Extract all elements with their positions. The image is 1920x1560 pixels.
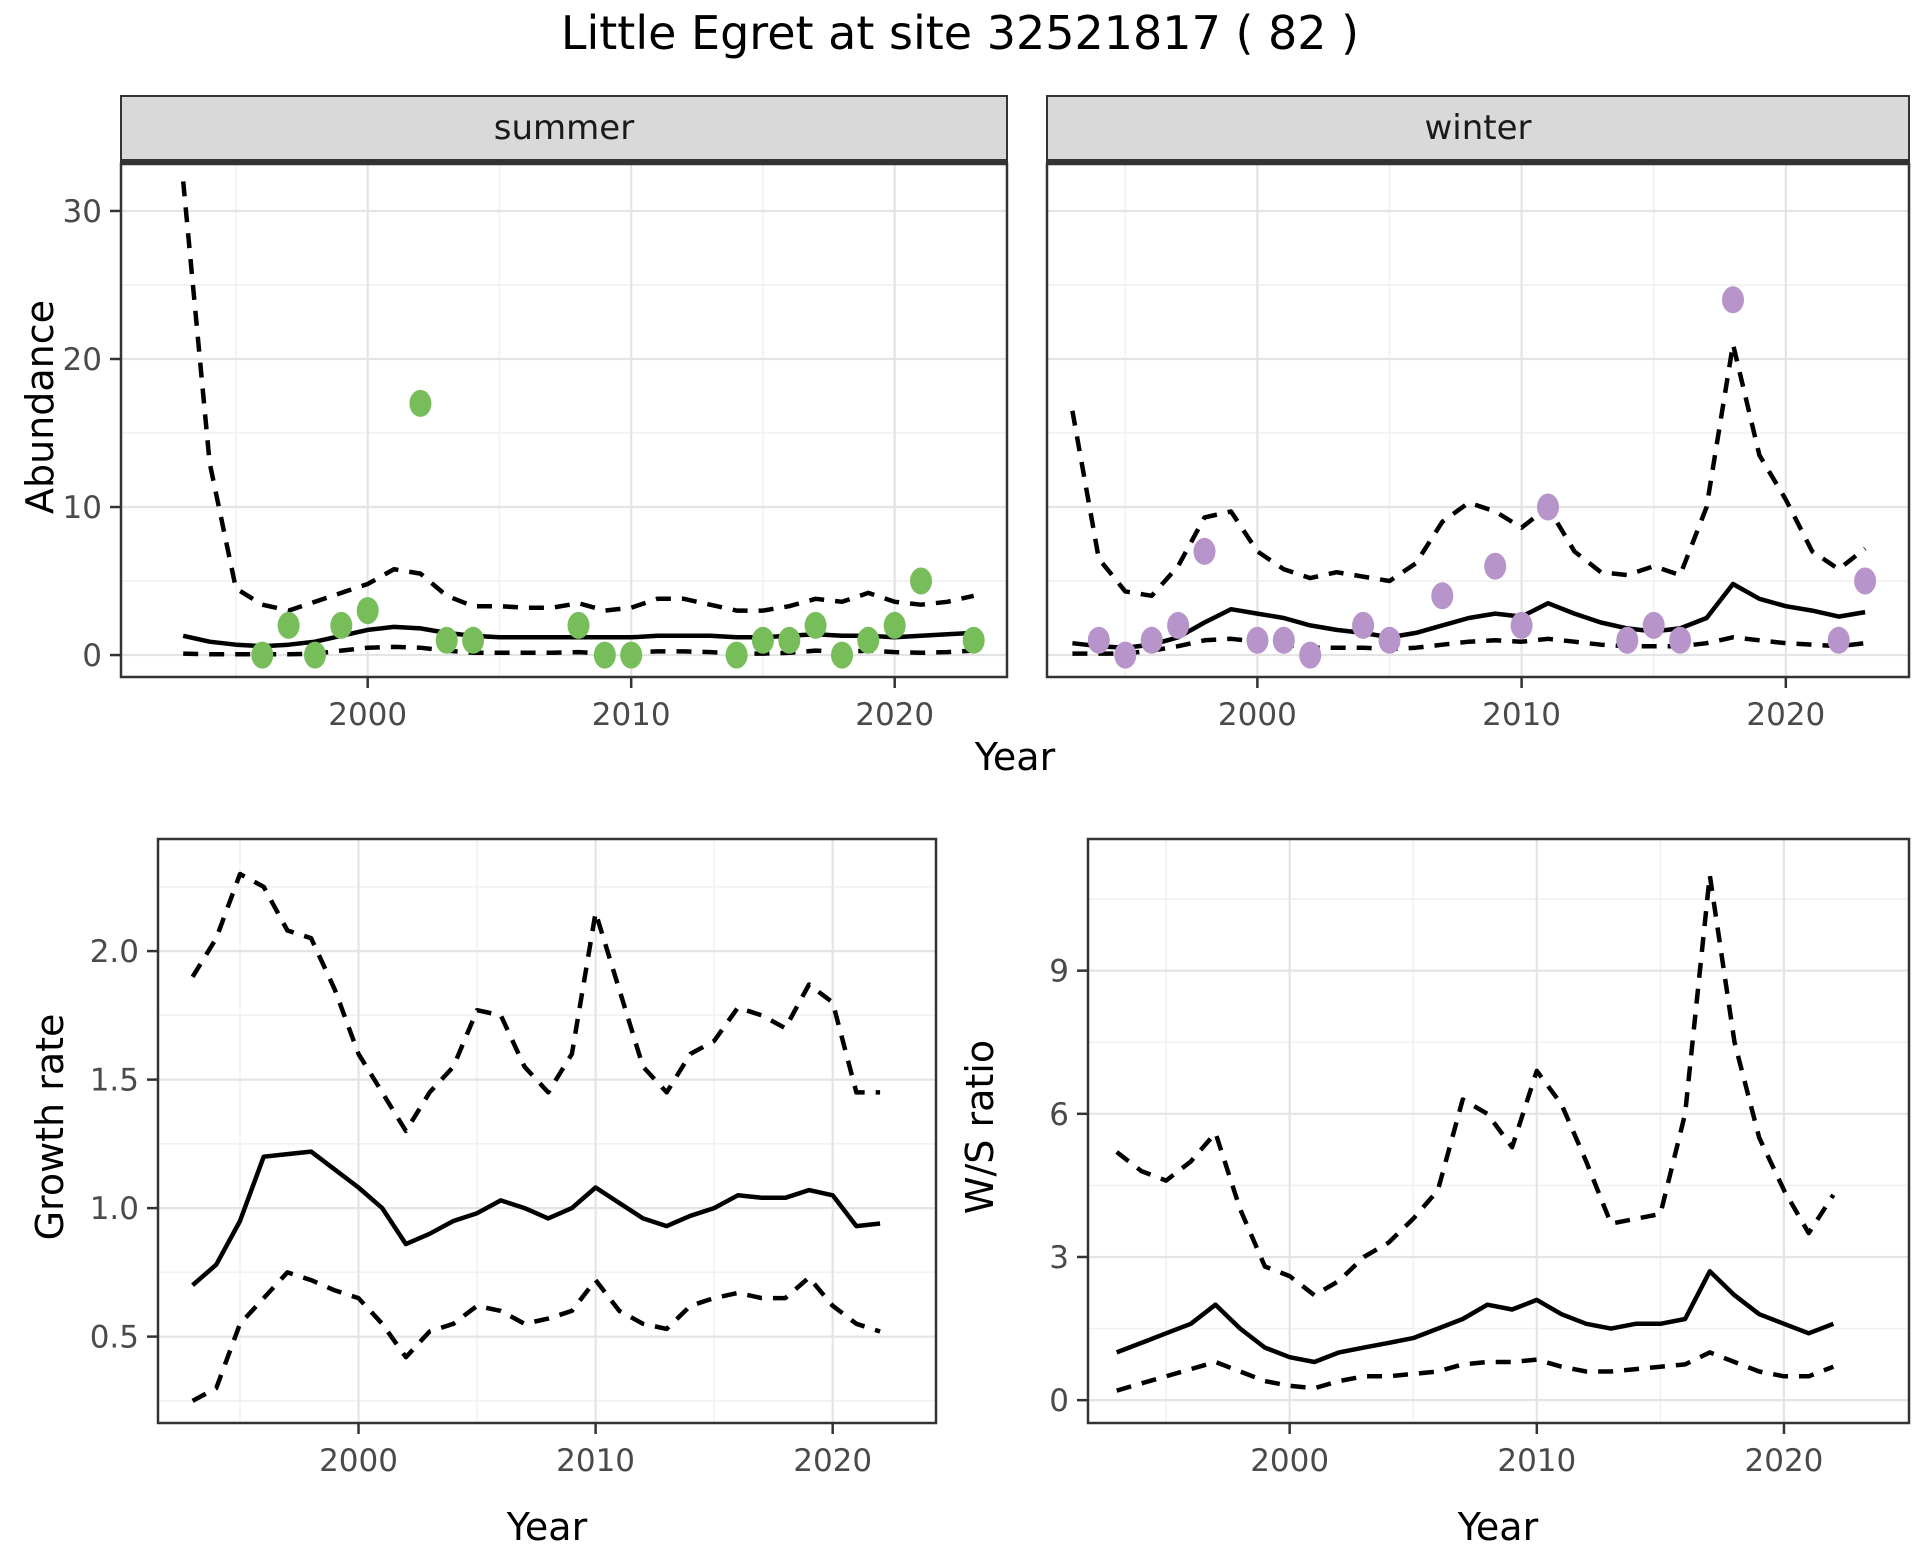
observed-abundance-winter-point bbox=[1193, 537, 1216, 565]
y-axis-title-ws-ratio: W/S ratio bbox=[958, 1039, 1002, 1215]
x-axis-title-ws: Year bbox=[1457, 1505, 1539, 1549]
facet-strip-winter-label: winter bbox=[1424, 108, 1532, 148]
observed-abundance-winter-point bbox=[1854, 567, 1877, 595]
winter-x-tick-label: 2010 bbox=[1482, 697, 1561, 733]
summer-upper-ci-line bbox=[180, 181, 975, 613]
growth-y-tick-label: 1.5 bbox=[90, 1063, 139, 1099]
facet-strip-summer-label: summer bbox=[493, 108, 635, 148]
ws-upper-ci-line bbox=[1115, 872, 1836, 1298]
observed-abundance-summer-point bbox=[962, 626, 985, 654]
panel-winter-abundance: 2000 2010 2020 bbox=[1045, 162, 1911, 733]
observed-abundance-summer-point bbox=[277, 611, 300, 639]
observed-abundance-summer-point bbox=[330, 611, 353, 639]
ws-x-tick-label: 2000 bbox=[1250, 1443, 1329, 1479]
observed-abundance-winter-point bbox=[1246, 626, 1269, 654]
observed-abundance-winter-point bbox=[1510, 611, 1533, 639]
observed-abundance-winter-point bbox=[1299, 641, 1322, 669]
observed-abundance-winter-point bbox=[1827, 626, 1850, 654]
growth-median-line bbox=[191, 1149, 881, 1287]
observed-abundance-summer-point bbox=[435, 626, 458, 654]
observed-abundance-winter-point bbox=[1087, 626, 1110, 654]
observed-abundance-summer-point bbox=[883, 611, 906, 639]
ws-y-tick-label: 3 bbox=[1049, 1240, 1069, 1276]
summer-x-tick-label: 2000 bbox=[328, 697, 407, 733]
growth-y-tick-label: 1.0 bbox=[90, 1191, 139, 1227]
facet-strip-summer: summer bbox=[120, 95, 1008, 163]
observed-abundance-summer-point bbox=[620, 641, 643, 669]
summer-x-tick-label: 2020 bbox=[855, 697, 934, 733]
summer-y-tick-label: 20 bbox=[63, 342, 102, 378]
observed-abundance-summer-point bbox=[304, 641, 326, 669]
winter-lower-ci-line bbox=[1072, 635, 1866, 656]
observed-abundance-winter-point bbox=[1352, 611, 1375, 639]
plot-area-growth: 2000 2010 2020 0.5 1.0 1.5 2.0 bbox=[90, 837, 938, 1479]
growth-x-tick-label: 2020 bbox=[793, 1443, 872, 1479]
observed-abundance-winter-point bbox=[1272, 626, 1295, 654]
panel-ws-ratio: 2000 2010 2020 0 3 6 9 bbox=[1049, 837, 1911, 1479]
observed-abundance-summer-point bbox=[409, 389, 432, 417]
facet-strip-winter: winter bbox=[1046, 95, 1910, 163]
ws-y-tick-label: 0 bbox=[1049, 1383, 1069, 1419]
growth-y-tick-label: 2.0 bbox=[90, 934, 139, 970]
observed-abundance-winter-point bbox=[1167, 611, 1190, 639]
ws-x-tick-label: 2010 bbox=[1497, 1443, 1576, 1479]
ws-median-line bbox=[1115, 1269, 1835, 1365]
ws-x-tick-label: 2020 bbox=[1745, 1443, 1824, 1479]
plot-area-ws: 2000 2010 2020 0 3 6 9 bbox=[1049, 837, 1911, 1479]
observed-abundance-summer-point bbox=[593, 641, 616, 669]
observed-abundance-summer-point bbox=[462, 626, 485, 654]
x-axis-title-top: Year bbox=[974, 735, 1056, 779]
observed-abundance-winter-point bbox=[1722, 286, 1744, 314]
observed-abundance-summer-point bbox=[251, 641, 274, 669]
growth-x-tick-label: 2000 bbox=[319, 1443, 398, 1479]
observed-abundance-summer-point bbox=[910, 567, 932, 595]
summer-x-tick-label: 2010 bbox=[592, 697, 671, 733]
observed-abundance-summer-point bbox=[831, 641, 853, 669]
observed-abundance-winter-point bbox=[1669, 626, 1692, 654]
observed-abundance-summer-point bbox=[567, 611, 590, 639]
plot-title: Little Egret at site 32521817 ( 82 ) bbox=[560, 6, 1360, 60]
y-axis-title-growth-rate: Growth rate bbox=[28, 1013, 72, 1241]
winter-median-line bbox=[1072, 581, 1866, 650]
observed-abundance-summer-point bbox=[725, 641, 748, 669]
observed-abundance-winter-point bbox=[1537, 493, 1559, 521]
summer-lower-ci-line bbox=[183, 644, 974, 657]
observed-abundance-summer-point bbox=[857, 626, 880, 654]
panel-summer-abundance: 2000 2010 2020 0 10 20 30 bbox=[63, 162, 1009, 733]
observed-abundance-winter-point bbox=[1642, 611, 1665, 639]
summer-y-tick-label: 0 bbox=[82, 638, 102, 674]
ws-lower-ci-line bbox=[1116, 1350, 1835, 1393]
winter-x-tick-label: 2020 bbox=[1746, 697, 1825, 733]
summer-y-tick-label: 10 bbox=[63, 490, 102, 526]
plot-area-winter: 2000 2010 2020 bbox=[1045, 162, 1911, 733]
y-axis-title-abundance: Abundance bbox=[18, 299, 62, 515]
panel-growth-rate: 2000 2010 2020 0.5 1.0 1.5 2.0 bbox=[90, 837, 938, 1479]
plot-area-summer: 2000 2010 2020 0 10 20 30 bbox=[63, 162, 1009, 733]
observed-abundance-winter-point bbox=[1484, 552, 1507, 580]
observed-abundance-winter-point bbox=[1378, 626, 1401, 654]
growth-lower-ci-line bbox=[191, 1270, 881, 1403]
observed-abundance-summer-point bbox=[751, 626, 774, 654]
ws-y-tick-label: 6 bbox=[1049, 1097, 1069, 1133]
observed-abundance-winter-point bbox=[1431, 582, 1454, 610]
growth-upper-ci-line bbox=[190, 871, 881, 1134]
growth-x-tick-label: 2010 bbox=[556, 1443, 635, 1479]
winter-upper-ci-line bbox=[1070, 341, 1867, 599]
summer-y-tick-label: 30 bbox=[63, 194, 102, 230]
observed-abundance-summer-point bbox=[804, 611, 827, 639]
observed-abundance-winter-point bbox=[1140, 626, 1163, 654]
observed-abundance-summer-point bbox=[778, 626, 801, 654]
observed-abundance-winter-point bbox=[1616, 626, 1639, 654]
observed-abundance-summer-point bbox=[356, 597, 379, 625]
observed-abundance-winter-point bbox=[1114, 641, 1137, 669]
ws-y-tick-label: 9 bbox=[1049, 954, 1069, 990]
winter-x-tick-label: 2000 bbox=[1218, 697, 1297, 733]
x-axis-title-growth: Year bbox=[506, 1505, 588, 1549]
growth-y-tick-label: 0.5 bbox=[90, 1320, 139, 1356]
